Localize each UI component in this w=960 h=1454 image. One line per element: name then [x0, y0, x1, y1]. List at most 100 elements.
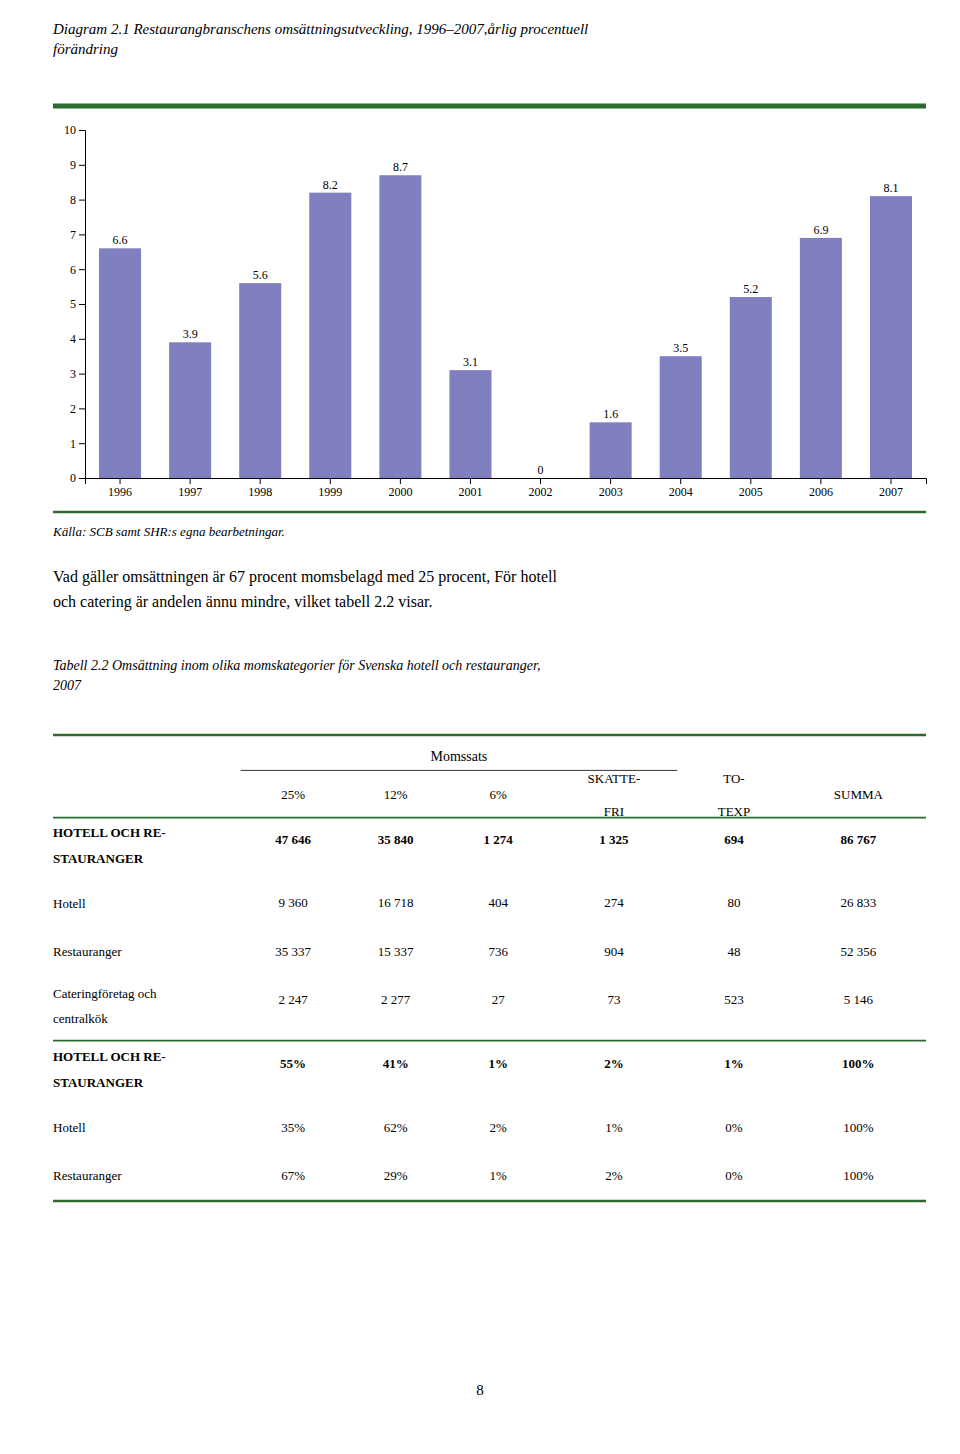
table-cell: 1%: [490, 1168, 508, 1183]
x-tick-label: 2006: [809, 485, 833, 499]
bar: [660, 356, 702, 478]
table-cell: 26 833: [840, 895, 876, 910]
table-cell: 2%: [605, 1168, 623, 1183]
page-number: 8: [476, 1382, 484, 1398]
text-line: Diagram 2.1 Restaurangbranschens omsättn…: [52, 21, 588, 37]
text-line: TO-: [723, 771, 744, 786]
y-tick: 5: [70, 297, 85, 311]
data-label: 0: [538, 463, 544, 477]
x-tick-mark: [190, 478, 191, 484]
table-cell: 1 325: [599, 832, 629, 847]
x-tick-label: 2002: [529, 485, 553, 499]
y-tick: 10: [64, 123, 85, 137]
bars: [99, 175, 912, 478]
x-tick: 2003: [599, 478, 623, 499]
text-line: STAURANGER: [53, 851, 144, 866]
x-tick-mark: [820, 478, 821, 484]
text-line: HOTELL OCH RE-: [53, 825, 166, 840]
data-label: 1.6: [603, 407, 618, 421]
bar: [99, 248, 141, 478]
x-axis-line: [86, 479, 927, 485]
text-line: Restauranger: [53, 1168, 122, 1183]
y-tick: 9: [70, 158, 85, 172]
text-line: Vad gäller omsättningen är 67 procent mo…: [53, 568, 557, 586]
table-bottom-rule: [53, 1200, 926, 1203]
y-tick-mark: [79, 339, 85, 340]
table-row-label: HOTELL OCH RE- STAURANGER: [53, 825, 166, 866]
text-line: förändring: [53, 41, 119, 57]
text-line: Restauranger: [53, 944, 122, 959]
x-tick: 1996: [108, 478, 132, 499]
y-tick-mark: [79, 408, 85, 409]
text-line: 6%: [490, 787, 508, 802]
text-line: HOTELL OCH RE-: [53, 1049, 166, 1064]
table-cell: 2 247: [278, 992, 308, 1007]
y-tick-label: 0: [70, 471, 76, 485]
x-tick-mark: [680, 478, 681, 484]
table-cell: 15 337: [378, 944, 414, 959]
bar: [309, 193, 351, 478]
x-tick-label: 2000: [388, 485, 412, 499]
y-tick-mark: [79, 443, 85, 444]
x-tick: 1997: [178, 478, 202, 499]
y-tick: 4: [70, 332, 85, 346]
data-label: 8.7: [393, 160, 408, 174]
table-cell: 404: [488, 895, 508, 910]
x-tick: 2001: [458, 478, 482, 499]
y-tick-label: 2: [70, 402, 76, 416]
table-cell: 55%: [280, 1056, 306, 1071]
table-column-header: 6%: [490, 787, 508, 802]
table-row-label: Cateringföretag ochcentralkök: [53, 985, 157, 1026]
x-tick-mark: [540, 478, 541, 484]
table-column-header: 25%: [281, 787, 305, 802]
x-tick-mark: [400, 478, 401, 484]
table-cell: 1%: [724, 1056, 744, 1071]
table-cell: 35%: [281, 1120, 305, 1135]
text-line: och catering är andelen ännu mindre, vil…: [53, 593, 432, 611]
x-tick-mark: [610, 478, 611, 484]
table-cell: 48: [727, 944, 740, 959]
table-column-header: TO-TEXP: [718, 771, 751, 818]
table-top-rule: [53, 734, 926, 737]
x-tick: 2004: [669, 478, 693, 499]
y-tick-label: 7: [70, 228, 76, 242]
y-tick: 6: [70, 263, 85, 277]
y-tick: 7: [70, 228, 85, 242]
y-tick-mark: [79, 269, 85, 270]
y-tick-mark: [79, 304, 85, 305]
y-axis-line: [79, 131, 86, 479]
source: Källa: SCB samt SHR:s egna bearbetningar…: [52, 524, 285, 539]
y-tick-mark: [79, 234, 85, 235]
table-cell: 35 840: [378, 832, 414, 847]
bar: [730, 297, 772, 478]
data-label: 3.5: [673, 341, 688, 355]
data-label: 5.6: [253, 268, 268, 282]
x-tick-label: 2001: [458, 485, 482, 499]
page: Diagram 2.1 Restaurangbranschens omsättn…: [0, 0, 960, 1454]
table-cell: 523: [724, 992, 744, 1007]
table-cell: 9 360: [278, 895, 307, 910]
table-cell: 100%: [843, 1168, 874, 1183]
data-label: 6.9: [813, 223, 828, 237]
data-label: 5.2: [743, 282, 758, 296]
text-line: Hotell: [53, 1120, 86, 1135]
x-tick: 2007: [879, 478, 903, 499]
data-label: 3.1: [463, 355, 478, 369]
table-row-label: HOTELL OCH RE-STAURANGER: [53, 1049, 166, 1090]
table-cell: 29%: [384, 1168, 408, 1183]
x-tick-label: 2004: [669, 485, 693, 499]
text-line: 12%: [384, 787, 408, 802]
table-cell: 80: [727, 895, 740, 910]
table-cell: 16 718: [378, 895, 414, 910]
x-tick: 2006: [809, 478, 833, 499]
data-label: 6.6: [113, 233, 128, 247]
title-rule: [53, 104, 926, 109]
chart-title: Diagram 2.1 Restaurangbranschens omsättn…: [52, 21, 588, 57]
y-tick-label: 8: [70, 193, 76, 207]
table-cell: 35 337: [275, 944, 311, 959]
table-cell: 274: [604, 895, 624, 910]
y-tick: 3: [70, 367, 85, 381]
table-separator-rule: [53, 1040, 926, 1042]
table-column-header: SKATTE-FRI: [588, 771, 641, 818]
table-cell: 1%: [605, 1120, 623, 1135]
